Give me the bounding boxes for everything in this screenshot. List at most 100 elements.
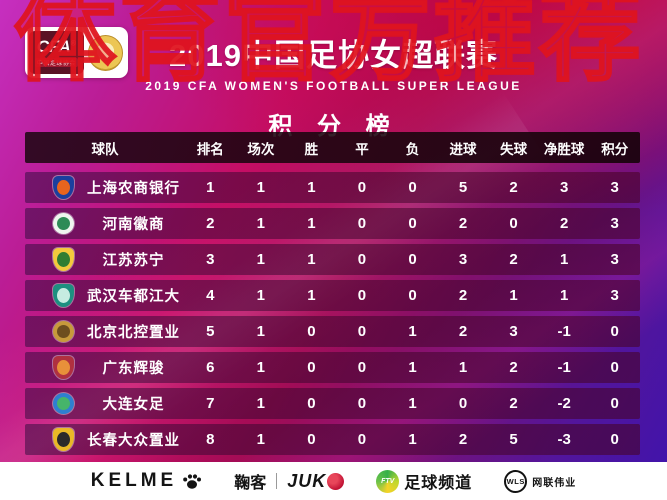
column-header-4: 平 [355,141,369,157]
sponsor-juke: 鞠客 JUK [234,469,345,493]
table-row: 武汉车都江大 4 1 1 0 0 2 1 1 3 [25,280,640,311]
cell-goal-diff: -2 [557,395,571,412]
cell-rank: 8 [206,431,215,448]
cell-wins: 0 [307,359,316,376]
cell-losses: 0 [408,215,417,232]
column-header-8: 净胜球 [543,141,585,157]
column-header-9: 积分 [601,141,629,157]
cell-draws: 0 [357,359,367,376]
cell-points: 0 [610,359,619,376]
team-cell: 长春大众置业 [25,428,185,451]
cell-goal-diff: -3 [557,431,571,448]
cell-matches: 1 [256,395,265,412]
cfa-acronym-text: CFA [36,37,71,56]
cell-matches: 1 [256,431,265,448]
cell-wins: 0 [307,431,316,448]
team-badge-icon [53,284,74,307]
cell-goals-for: 2 [458,431,468,448]
cell-draws: 0 [357,287,367,304]
cell-losses: 0 [408,251,417,268]
column-header-1: 排名 [196,141,224,157]
cell-goals-against: 0 [509,215,518,232]
cell-goal-diff: 1 [559,287,569,304]
cell-goal-diff: -1 [557,323,571,340]
team-name: 上海农商银行 [87,181,180,197]
cell-goals-for: 3 [458,251,468,268]
cell-matches: 1 [256,323,265,340]
cell-losses: 1 [408,431,417,448]
cell-draws: 0 [357,251,367,268]
cfa-logo: CFA® 中国足球协会 [25,27,128,78]
cell-points: 3 [610,251,619,268]
paw-icon [183,474,202,489]
cell-points: 3 [610,215,619,232]
cfa-caption: 中国足球协会 [34,58,78,67]
team-cell: 武汉车都江大 [25,284,185,307]
cell-matches: 1 [256,251,265,268]
team-badge-icon [53,393,74,414]
table-row: 大连女足 7 1 0 0 1 0 2 -2 0 [25,388,640,419]
page-subtitle: 2019 CFA WOMEN'S FOOTBALL SUPER LEAGUE [145,79,522,93]
ftv-globe-icon: FTV [376,469,400,493]
cell-goals-against: 2 [509,179,518,196]
cell-draws: 0 [357,395,367,412]
juke-latin-text: JUK [287,470,327,491]
column-header-0: 球队 [91,141,119,157]
cell-rank: 1 [206,179,215,196]
cell-goals-against: 2 [509,395,518,412]
standings-table: 球队 排名 场次 胜 平 负 进球 失球 净胜球 积分 上海农商银行 1 1 1 0 0 5 2 3 3 河南徽商 2 1… [25,132,640,460]
cell-goals-for: 2 [458,323,468,340]
cell-draws: 0 [357,215,367,232]
cell-goal-diff: 1 [559,251,569,268]
cell-goals-for: 5 [458,179,468,196]
team-cell: 大连女足 [25,393,185,414]
cell-points: 3 [610,179,619,196]
ftv-channel-name: 足球频道 [404,475,473,492]
sponsor-bar: KELME 鞠客 JUK FTV 足球频道 WLS 网联伟业 [0,462,667,500]
column-header-7: 失球 [500,141,528,157]
kelme-logo-text: KELME [90,470,178,491]
table-row: 河南徽商 2 1 1 0 0 2 0 2 3 [25,208,640,239]
ftv-abbr: FTV [381,477,395,485]
cell-goals-against: 1 [509,287,518,304]
cell-wins: 1 [307,251,316,268]
cell-losses: 1 [408,323,417,340]
juke-emblem-icon [327,472,345,490]
cell-draws: 0 [357,323,367,340]
team-name: 长春大众置业 [87,433,180,449]
sponsor-ftv: FTV 足球频道 [376,469,472,493]
cell-rank: 3 [206,251,215,268]
cell-points: 0 [610,323,619,340]
cfa-logo-left: CFA® 中国足球协会 [29,31,84,74]
sponsor-wls: WLS 网联伟业 [504,469,576,493]
column-header-3: 胜 [304,141,319,157]
team-cell: 上海农商银行 [25,176,185,199]
cell-points: 3 [610,287,619,304]
table-header-row: 球队 排名 场次 胜 平 负 进球 失球 净胜球 积分 [25,132,640,163]
cell-goals-for: 1 [458,359,468,376]
cell-losses: 1 [408,395,417,412]
team-cell: 河南徽商 [25,213,185,234]
cfa-emblem-icon [87,34,123,71]
cell-rank: 5 [206,323,215,340]
cell-matches: 1 [256,287,265,304]
cell-draws: 0 [357,431,367,448]
team-badge-icon [53,176,74,199]
cell-matches: 1 [256,215,265,232]
cell-matches: 1 [256,179,265,196]
wls-abbr: WLS [506,476,525,486]
cell-wins: 1 [307,179,316,196]
header: 2019中国足协女超联赛 2019 CFA WOMEN'S FOOTBALL S… [0,30,667,141]
cell-points: 0 [610,395,619,412]
team-badge-icon [53,321,74,342]
cfa-trademark: ® [70,40,76,48]
column-header-5: 负 [405,141,420,157]
cell-rank: 2 [206,215,215,232]
cell-points: 0 [610,431,619,448]
team-name: 大连女足 [102,397,165,413]
cell-goal-diff: -1 [557,359,571,376]
team-badge-icon [53,428,74,451]
team-cell: 江苏苏宁 [25,248,185,271]
cell-goals-for: 0 [458,395,468,412]
